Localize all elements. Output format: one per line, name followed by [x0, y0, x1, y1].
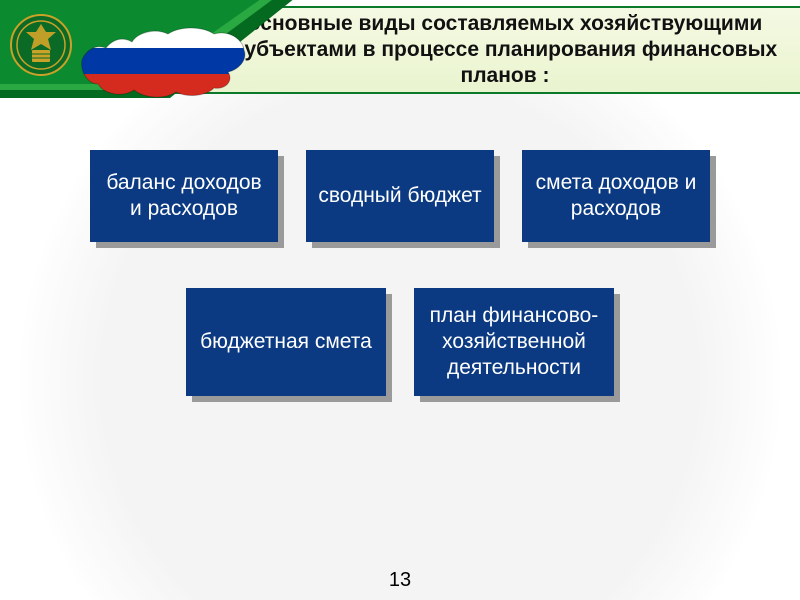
box-budget-estimate: бюджетная смета: [186, 288, 386, 396]
box-label: бюджетная смета: [186, 288, 386, 396]
box-label: смета доходов и расходов: [522, 150, 710, 242]
box-row-1: баланс доходов и расходов сводный бюджет…: [0, 150, 800, 242]
customs-emblem-icon: [10, 14, 72, 76]
box-label: баланс доходов и расходов: [90, 150, 278, 242]
box-label: сводный бюджет: [306, 150, 494, 242]
box-balance: баланс доходов и расходов: [90, 150, 278, 242]
box-estimate: смета доходов и расходов: [522, 150, 710, 242]
content-area: баланс доходов и расходов сводный бюджет…: [0, 150, 800, 442]
box-row-2: бюджетная смета план финансово-хозяйстве…: [0, 288, 800, 396]
box-consolidated-budget: сводный бюджет: [306, 150, 494, 242]
page-number: 13: [389, 569, 411, 592]
box-label: план финансово-хозяйственной деятельност…: [414, 288, 614, 396]
russia-flag-map-icon: [78, 22, 248, 100]
box-fin-plan: план финансово-хозяйственной деятельност…: [414, 288, 614, 396]
